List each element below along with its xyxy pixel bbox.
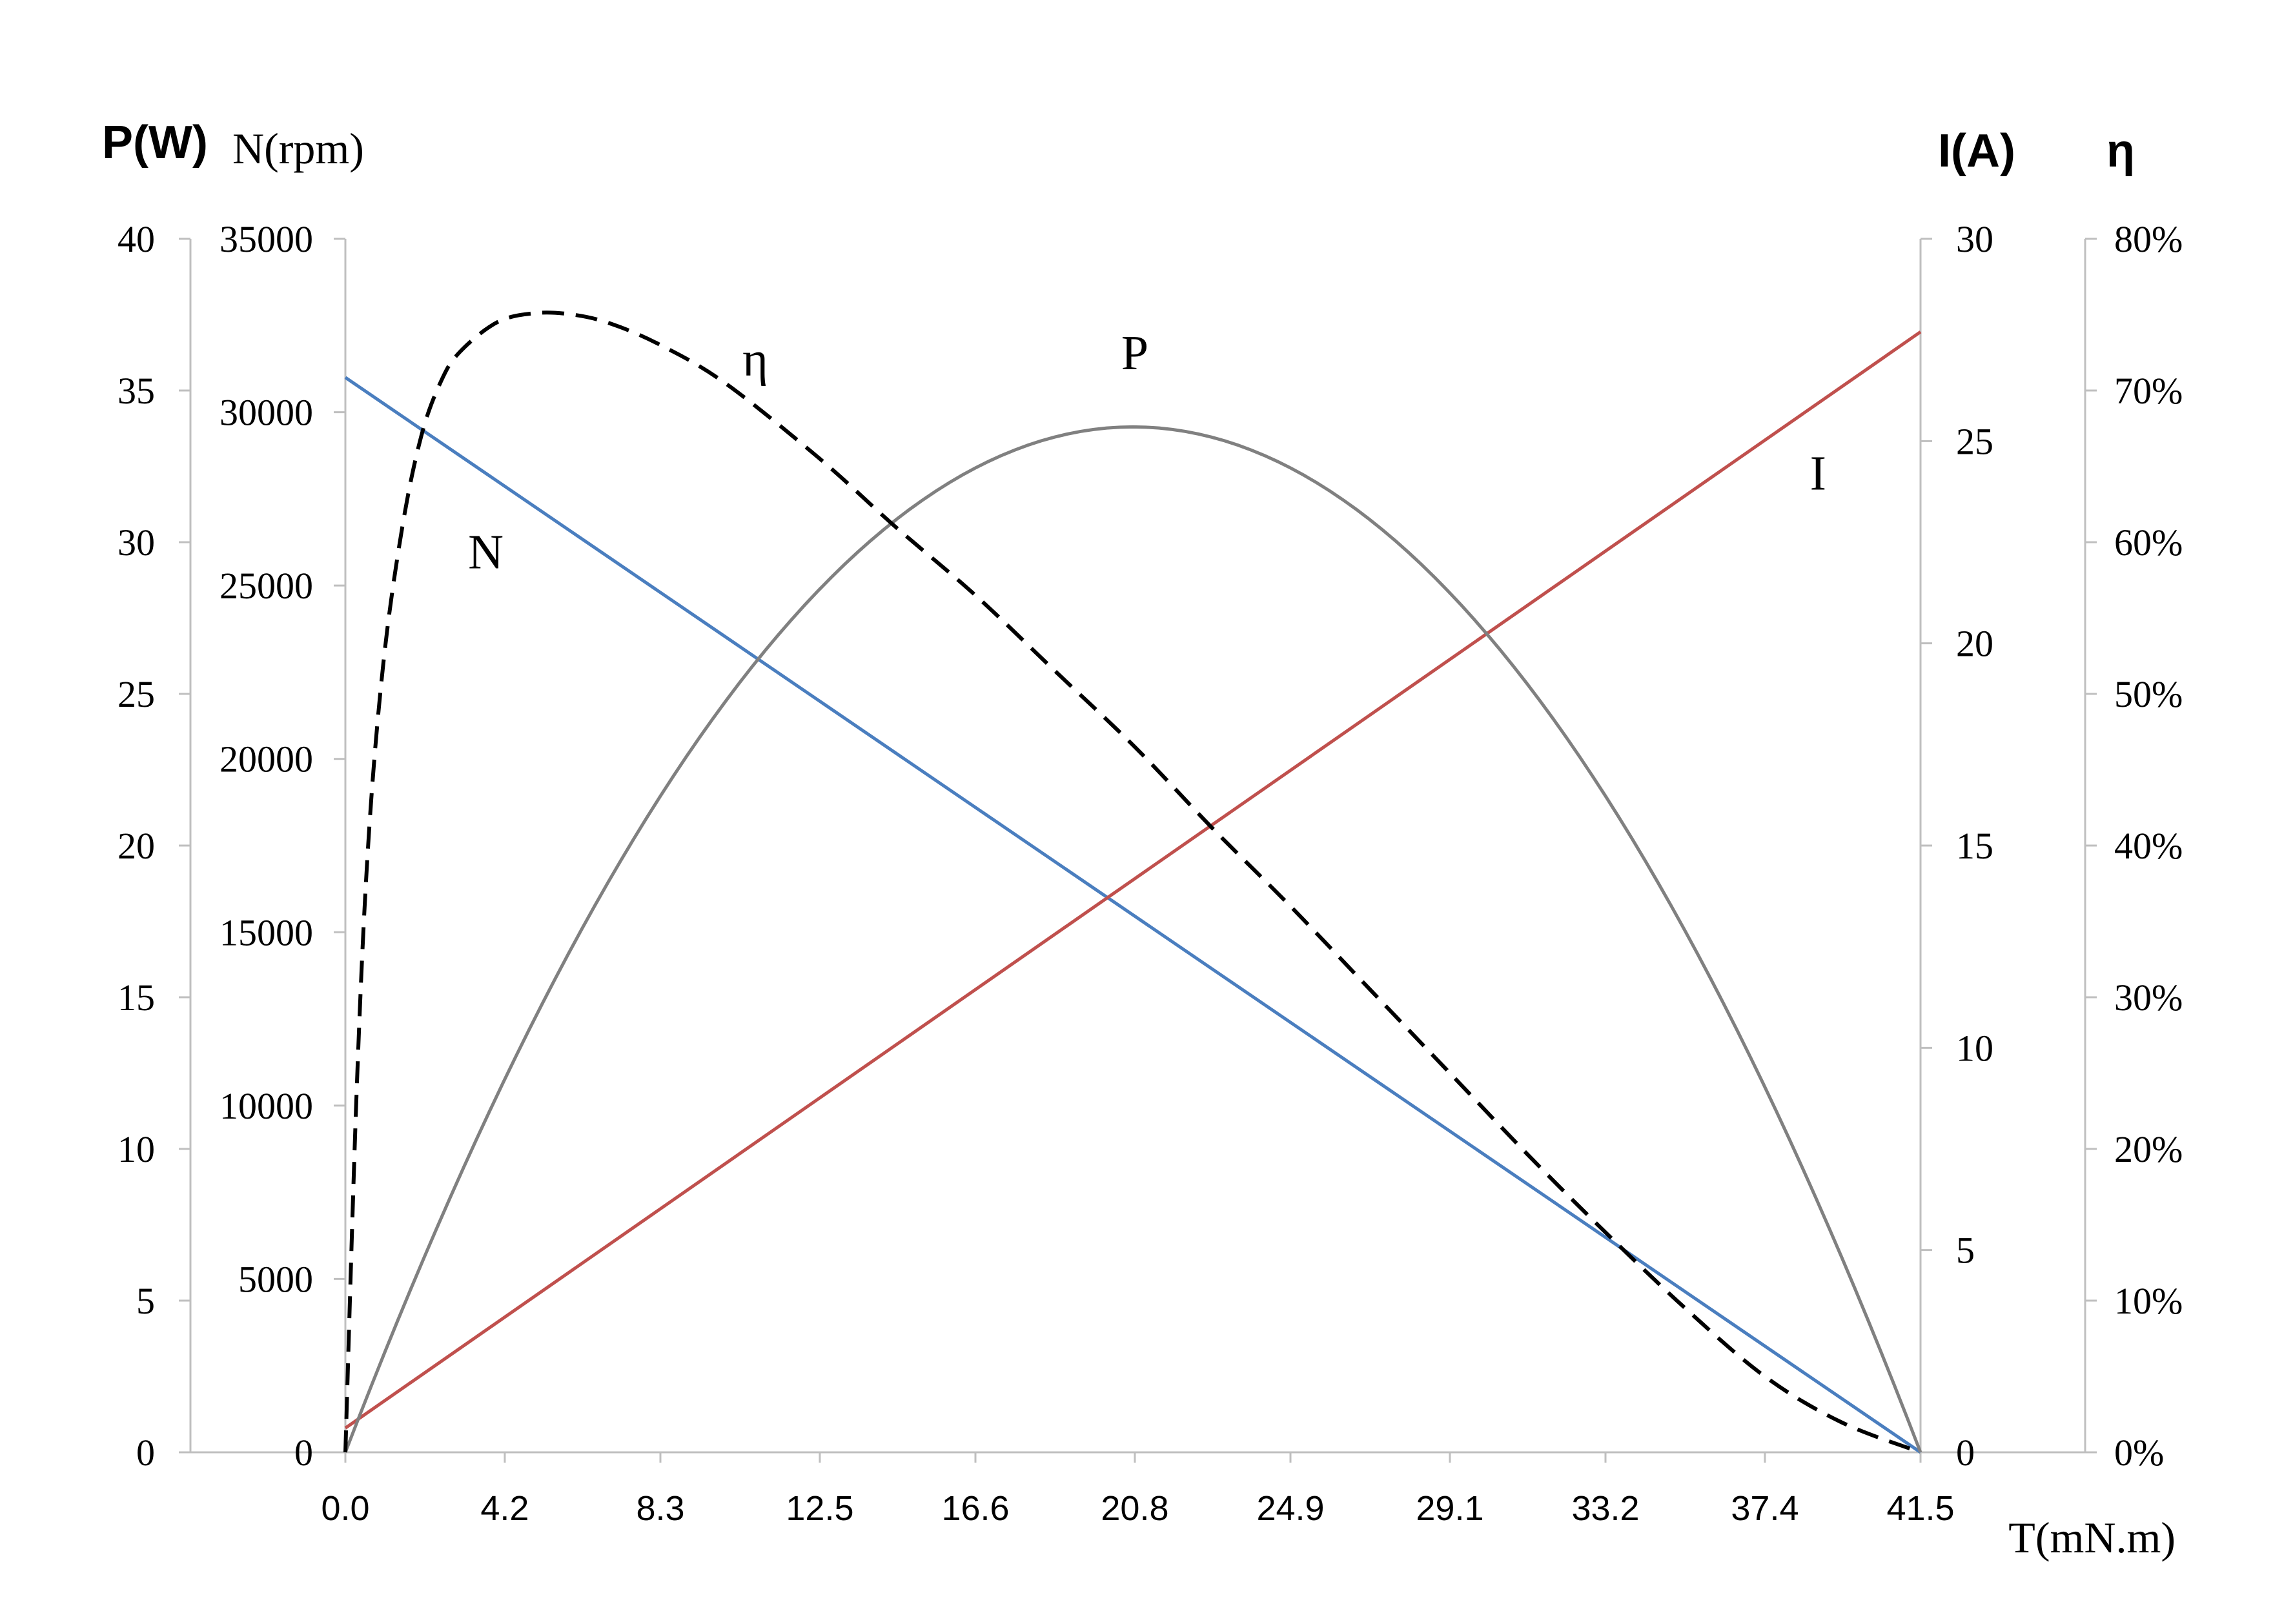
axes-layer: P(W) N(rpm) I(A) η T(mN.m) 0.0 4.2 8.3 12.5…: [102, 117, 2183, 1562]
series-label: N: [468, 525, 504, 579]
series-label: I: [1810, 447, 1826, 501]
x-tick-label: 41.5: [1886, 1489, 1954, 1528]
x-tick-label: 8.3: [636, 1489, 684, 1528]
series-line-p: [343, 425, 1922, 1453]
series-line-eta: [343, 310, 1922, 1454]
efficiency-tick-label: 50%: [2114, 673, 2183, 715]
power-tick-label: 20: [117, 825, 155, 867]
speed-tick-label: 35000: [219, 218, 313, 260]
power-tick-label: 10: [117, 1128, 155, 1170]
series-label: η: [742, 332, 768, 387]
speed-tick-label: 0: [294, 1432, 313, 1474]
speed-axis-title: N(rpm): [232, 124, 364, 173]
efficiency-tick-label: 30%: [2114, 977, 2183, 1019]
power-tick-label: 35: [117, 370, 155, 412]
power-tick-label: 5: [136, 1280, 155, 1322]
power-tick-label: 30: [117, 522, 155, 563]
current-tick-label: 20: [1956, 623, 1993, 665]
power-tick-label: 40: [117, 218, 155, 260]
x-tick-label: 0.0: [321, 1489, 369, 1528]
efficiency-tick-label: 20%: [2114, 1128, 2183, 1170]
efficiency-tick-label: 0%: [2114, 1432, 2164, 1474]
x-tick-label: 24.9: [1256, 1489, 1324, 1528]
power-tick-label: 25: [117, 673, 155, 715]
x-tick-label: 33.2: [1571, 1489, 1639, 1528]
speed-tick-label: 15000: [219, 911, 313, 953]
power-tick-label: 15: [117, 977, 155, 1019]
x-tick-label: 16.6: [941, 1489, 1009, 1528]
x-tick-label: 20.8: [1101, 1489, 1168, 1528]
current-axis-title: I(A): [1938, 125, 2015, 177]
series-label: P: [1121, 326, 1148, 380]
efficiency-tick-label: 70%: [2114, 370, 2183, 412]
x-tick-label: 29.1: [1416, 1489, 1483, 1528]
x-tick-label: 4.2: [480, 1489, 529, 1528]
power-axis-title: P(W): [102, 117, 208, 168]
current-tick-label: 25: [1956, 420, 1993, 462]
speed-tick-label: 25000: [219, 565, 313, 607]
series-line-i: [344, 330, 1922, 1430]
annotation-layer: η P N I: [468, 326, 1826, 579]
power-tick-label: 0: [136, 1432, 155, 1474]
efficiency-tick-label: 80%: [2114, 218, 2183, 260]
x-tick-label: 12.5: [786, 1489, 853, 1528]
current-tick-label: 10: [1956, 1027, 1993, 1069]
series-layer: [343, 310, 1922, 1454]
x-axis-title: T(mN.m): [2008, 1513, 2176, 1562]
efficiency-tick-label: 40%: [2114, 825, 2183, 867]
efficiency-tick-label: 10%: [2114, 1280, 2183, 1322]
speed-tick-label: 10000: [219, 1085, 313, 1127]
speed-tick-label: 20000: [219, 738, 313, 780]
speed-tick-label: 30000: [219, 392, 313, 434]
speed-tick-label: 5000: [238, 1258, 313, 1300]
series-line-n: [344, 376, 1922, 1454]
current-tick-label: 5: [1956, 1230, 1975, 1272]
efficiency-tick-label: 60%: [2114, 522, 2183, 563]
current-tick-label: 0: [1956, 1432, 1975, 1474]
current-tick-label: 30: [1956, 218, 1993, 260]
current-tick-label: 15: [1956, 825, 1993, 867]
x-tick-label: 37.4: [1731, 1489, 1799, 1528]
efficiency-axis-title: η: [2106, 125, 2135, 177]
